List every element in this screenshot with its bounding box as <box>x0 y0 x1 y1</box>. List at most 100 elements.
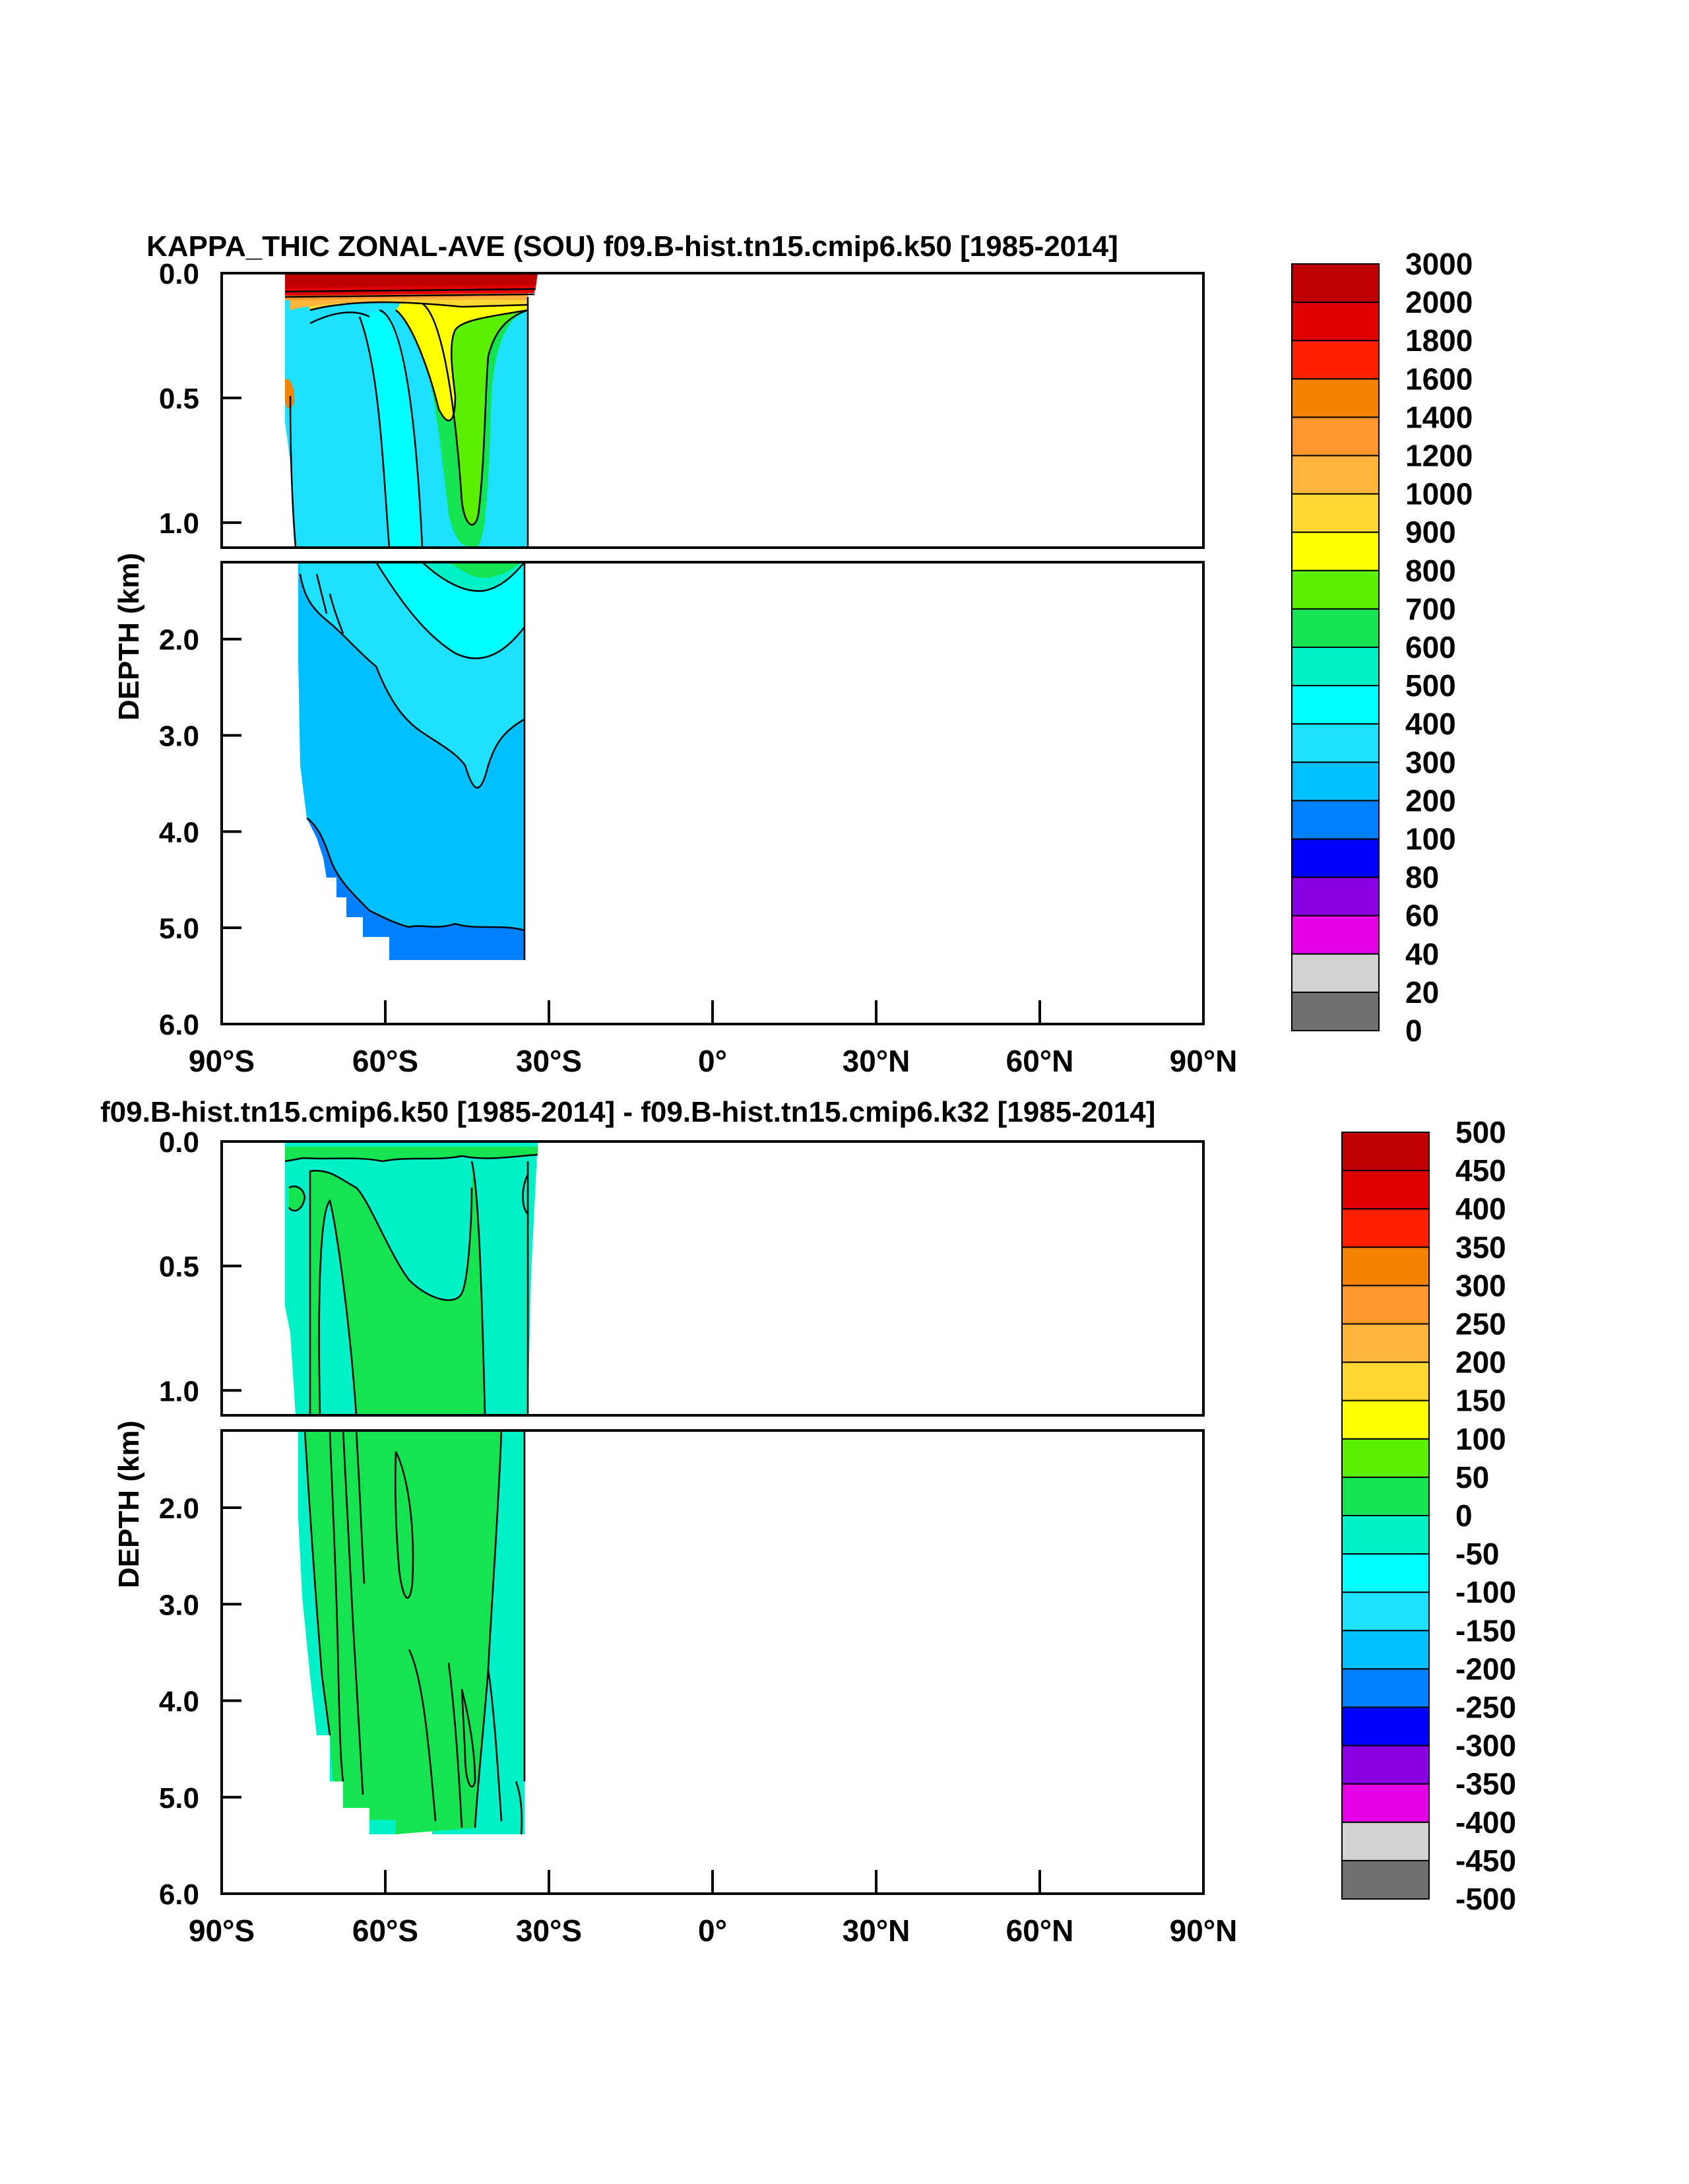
panel-2-upper-contours <box>284 1153 538 1416</box>
colorbar-label: 2000 <box>1405 285 1473 319</box>
colorbar-box <box>1341 1630 1430 1670</box>
y-tick-label: 2.0 <box>159 1493 199 1525</box>
x-tick-label: 60°N <box>1006 1044 1074 1078</box>
colorbar-label: -200 <box>1455 1652 1516 1686</box>
colorbar-label: 100 <box>1405 822 1456 856</box>
x-tick-label: 30°S <box>516 1044 582 1078</box>
colorbar-label: 400 <box>1455 1192 1506 1226</box>
colorbar-box <box>1291 569 1380 610</box>
panel-1-x-axis: 90°S 60°S 30°S 0° 30°N 60°N 90°N <box>189 1000 1238 1078</box>
colorbar-label: 500 <box>1455 1115 1506 1149</box>
colorbar-box <box>1291 340 1380 380</box>
colorbar-label: 1000 <box>1405 477 1473 511</box>
colorbar-label: -250 <box>1455 1690 1516 1725</box>
panel-1-y-axis: 0.0 0.5 1.0 2.0 3.0 4.0 5.0 6.0 <box>159 258 241 1041</box>
y-tick-label: 1.0 <box>159 507 199 540</box>
colorbar-label: -450 <box>1455 1844 1516 1878</box>
y-tick-label: 0.5 <box>159 1251 199 1283</box>
colorbar-box <box>1341 1515 1430 1555</box>
colorbar-box <box>1291 876 1380 916</box>
panel-1-y-axis-label: DEPTH (km) <box>113 553 145 721</box>
colorbar-box <box>1291 915 1380 955</box>
colorbar-label: 100 <box>1455 1422 1506 1456</box>
panel-1-colorbar: 3000200018001600140012001000900800700600… <box>1291 247 1473 1048</box>
x-tick-label: 90°S <box>189 1044 255 1078</box>
colorbar-label: 400 <box>1405 707 1456 741</box>
colorbar-label: 3000 <box>1405 247 1473 281</box>
colorbar-box <box>1341 1208 1430 1248</box>
colorbar-box <box>1291 685 1380 725</box>
colorbar-label: 20 <box>1405 975 1439 1010</box>
colorbar-box <box>1341 1399 1430 1440</box>
y-tick-label: 2.0 <box>159 624 199 657</box>
y-tick-label: 0.5 <box>159 383 199 415</box>
colorbar-box <box>1341 1323 1430 1363</box>
y-tick-label: 0.0 <box>159 258 199 290</box>
y-tick-label: 5.0 <box>159 1782 199 1815</box>
x-tick-label: 0° <box>698 1913 727 1948</box>
colorbar-box <box>1341 1859 1430 1900</box>
colorbar-box <box>1341 1132 1430 1172</box>
panel-1-title: KAPPA_THIC ZONAL-AVE (SOU) f09.B-hist.tn… <box>146 230 1118 263</box>
panel-1-upper-contours <box>284 288 536 548</box>
colorbar-box <box>1341 1591 1430 1632</box>
colorbar-box <box>1291 455 1380 495</box>
colorbar-label: 200 <box>1405 783 1456 818</box>
y-tick-label: 3.0 <box>159 1589 199 1621</box>
colorbar-label: -100 <box>1455 1575 1516 1609</box>
colorbar-box <box>1341 1438 1430 1478</box>
colorbar-box <box>1291 991 1380 1032</box>
panel-2-x-axis: 90°S 60°S 30°S 0° 30°N 60°N 90°N <box>189 1870 1238 1948</box>
colorbar-label: 900 <box>1405 515 1456 550</box>
colorbar-box <box>1341 1668 1430 1708</box>
colorbar-box <box>1341 1476 1430 1516</box>
colorbar-box <box>1291 608 1380 649</box>
panel-2-upper-field <box>285 1141 538 1415</box>
panel-kappa-thic: KAPPA_THIC ZONAL-AVE (SOU) f09.B-hist.tn… <box>113 230 1473 1078</box>
colorbar-box <box>1291 378 1380 418</box>
colorbar-label: 450 <box>1455 1153 1506 1188</box>
panel-1-upper-frame <box>220 272 1205 549</box>
colorbar-box <box>1291 723 1380 763</box>
colorbar-label: -400 <box>1455 1805 1516 1840</box>
colorbar-label: 150 <box>1455 1384 1506 1418</box>
y-tick-label: 6.0 <box>159 1009 199 1041</box>
x-tick-label: 0° <box>698 1044 727 1078</box>
colorbar-box <box>1341 1285 1430 1325</box>
panel-2-colorbar: 500450400350300250200150100500-50-100-15… <box>1341 1115 1516 1916</box>
panel-2-y-axis-label: DEPTH (km) <box>113 1421 145 1588</box>
x-tick-label: 90°S <box>189 1913 255 1948</box>
colorbar-label: -50 <box>1455 1537 1499 1571</box>
x-tick-label: 30°N <box>843 1044 910 1078</box>
colorbar-box <box>1341 1706 1430 1747</box>
colorbar-label: 300 <box>1405 745 1456 779</box>
y-tick-label: 3.0 <box>159 721 199 753</box>
colorbar-box <box>1291 302 1380 342</box>
x-tick-label: 30°S <box>516 1913 582 1948</box>
colorbar-label: -150 <box>1455 1613 1516 1648</box>
x-tick-label: 90°N <box>1170 1044 1238 1078</box>
colorbar-label: 300 <box>1455 1268 1506 1302</box>
x-tick-label: 30°N <box>843 1913 910 1948</box>
colorbar-box <box>1291 761 1380 802</box>
y-tick-label: 1.0 <box>159 1375 199 1407</box>
colorbar-label: -350 <box>1455 1767 1516 1801</box>
x-tick-label: 90°N <box>1170 1913 1238 1948</box>
panel-2-lower-contours <box>303 1430 526 1835</box>
colorbar-label: 200 <box>1455 1345 1506 1380</box>
colorbar-label: 1600 <box>1405 362 1473 396</box>
colorbar-label: 600 <box>1405 630 1456 664</box>
colorbar-label: 0 <box>1455 1498 1473 1533</box>
colorbar-box <box>1341 1553 1430 1593</box>
colorbar-label: 700 <box>1405 592 1456 626</box>
colorbar-label: 1200 <box>1405 439 1473 473</box>
colorbar-box <box>1291 416 1380 457</box>
y-tick-label: 6.0 <box>159 1879 199 1911</box>
colorbar-box <box>1291 647 1380 687</box>
x-tick-label: 60°N <box>1006 1913 1074 1948</box>
colorbar-label: -500 <box>1455 1882 1516 1916</box>
panel-2-lower-field <box>298 1430 525 1834</box>
colorbar-box <box>1291 953 1380 993</box>
y-tick-label: 4.0 <box>159 816 199 849</box>
